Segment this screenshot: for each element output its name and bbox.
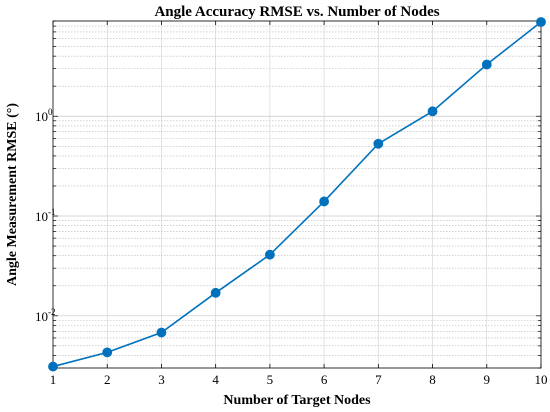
- x-tick-label: 4: [212, 372, 219, 387]
- data-point: [373, 138, 384, 149]
- data-point: [102, 347, 113, 358]
- data-point: [210, 287, 221, 298]
- plot-frame: [52, 20, 542, 369]
- x-tick-label: 8: [429, 372, 436, 387]
- x-axis-label: Number of Target Nodes: [223, 393, 371, 408]
- x-tick-label: 9: [484, 372, 491, 387]
- data-point: [536, 17, 546, 27]
- ticks: 1 2 3 4 5 6 7 8 9 10 10-2 10-1 100: [35, 20, 548, 387]
- data-point: [156, 327, 167, 338]
- data-point: [481, 59, 492, 70]
- y-axis-label: Angle Measurement RMSE (°): [5, 103, 20, 286]
- data-point: [427, 106, 438, 117]
- series-line: [52, 21, 542, 368]
- series: [48, 17, 546, 372]
- data-point: [319, 196, 330, 207]
- x-tick-label: 2: [104, 372, 111, 387]
- data-point: [48, 361, 58, 372]
- data-point: [264, 249, 275, 260]
- x-tick-label: 5: [267, 372, 274, 387]
- x-tick-label: 6: [321, 372, 328, 387]
- x-tick-label: 10: [535, 372, 548, 387]
- chart-title: Angle Accuracy RMSE vs. Number of Nodes: [154, 4, 439, 20]
- y-tick-label: 10-2: [35, 307, 56, 324]
- x-tick-label: 1: [50, 372, 57, 387]
- grid: [53, 20, 541, 369]
- y-tick-label: 100: [35, 107, 53, 124]
- x-tick-label: 3: [158, 372, 165, 387]
- x-tick-label: 7: [375, 372, 382, 387]
- y-tick-label: 10-1: [35, 207, 56, 224]
